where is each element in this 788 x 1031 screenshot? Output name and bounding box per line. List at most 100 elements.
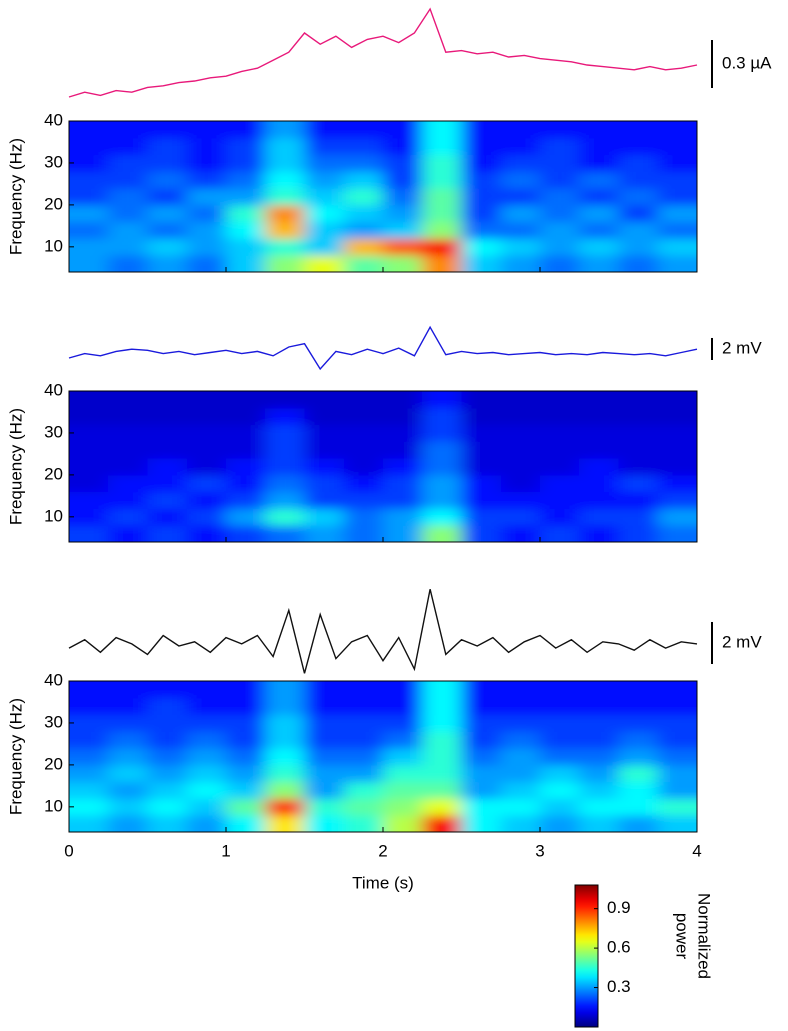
heatmap-cell bbox=[108, 441, 148, 459]
heatmap-cell bbox=[69, 525, 109, 542]
y-tick-label: 30 bbox=[44, 152, 63, 171]
heatmap-cell bbox=[422, 188, 462, 206]
heatmap-cell bbox=[540, 525, 580, 542]
heatmap-cell bbox=[422, 681, 462, 699]
heatmap-cell bbox=[500, 731, 541, 749]
heatmap-cell bbox=[579, 188, 619, 206]
heatmap-cell bbox=[618, 188, 659, 206]
heatmap-cell bbox=[343, 714, 384, 732]
heatmap-cell bbox=[422, 424, 462, 442]
heatmap-cell bbox=[383, 764, 423, 783]
heatmap-cell bbox=[500, 491, 541, 509]
heatmap-cell bbox=[108, 731, 148, 749]
heatmap-cell bbox=[265, 441, 305, 459]
y-axis-label: Frequency (Hz) bbox=[6, 138, 25, 255]
heatmap-cell bbox=[618, 748, 659, 766]
heatmap-cell bbox=[147, 441, 188, 459]
heatmap-cell bbox=[147, 238, 188, 256]
heatmap-cell bbox=[461, 171, 502, 189]
heatmap-cell bbox=[186, 188, 227, 206]
heatmap-cell bbox=[618, 714, 659, 732]
heatmap-cell bbox=[304, 474, 345, 493]
colorbar-label: power bbox=[673, 913, 692, 960]
heatmap-cell bbox=[579, 441, 619, 459]
heatmap-cell bbox=[579, 697, 619, 716]
heatmap-cell bbox=[108, 491, 148, 509]
heatmap-cell bbox=[461, 525, 502, 542]
heatmap-cell bbox=[108, 781, 148, 799]
y-tick-label: 30 bbox=[44, 422, 63, 441]
heatmap-cell bbox=[540, 137, 580, 156]
heatmap-cell bbox=[343, 508, 384, 526]
heatmap-cell bbox=[383, 815, 423, 832]
heatmap-cell bbox=[383, 681, 423, 699]
heatmap-cell bbox=[343, 764, 384, 783]
heatmap-cell bbox=[618, 697, 659, 716]
heatmap-cell bbox=[186, 407, 227, 426]
heatmap-cell bbox=[579, 238, 619, 256]
heatmap-cell bbox=[265, 815, 305, 832]
heatmap-cell bbox=[500, 154, 541, 172]
heatmap-cell bbox=[657, 391, 697, 409]
heatmap-cell bbox=[383, 238, 423, 256]
heatmap-cell bbox=[69, 424, 109, 442]
heatmap-cell bbox=[500, 815, 541, 832]
heatmap-cell bbox=[540, 781, 580, 799]
heatmap-cell bbox=[422, 815, 462, 832]
heatmap-cell bbox=[147, 731, 188, 749]
heatmap-cell bbox=[383, 731, 423, 749]
heatmap-cell bbox=[657, 137, 697, 156]
heatmap-cell bbox=[343, 815, 384, 832]
heatmap-cell bbox=[343, 204, 384, 223]
heatmap-cell bbox=[186, 681, 227, 699]
heatmap-cell bbox=[69, 238, 109, 256]
heatmap-cell bbox=[226, 407, 266, 426]
heatmap-cell bbox=[265, 731, 305, 749]
heatmap-cell bbox=[540, 491, 580, 509]
heatmap-cell bbox=[422, 441, 462, 459]
heatmap-cell bbox=[304, 391, 345, 409]
heatmap-cell bbox=[500, 121, 541, 139]
heatmap-cell bbox=[186, 255, 227, 272]
heatmap-cell bbox=[304, 714, 345, 732]
heatmap-cell bbox=[265, 508, 305, 526]
heatmap-cell bbox=[186, 474, 227, 493]
y-axis-label: Frequency (Hz) bbox=[6, 408, 25, 525]
heatmap-cell bbox=[69, 798, 109, 816]
heatmap-cell bbox=[265, 221, 305, 239]
heatmap-cell bbox=[108, 238, 148, 256]
heatmap-cell bbox=[461, 221, 502, 239]
heatmap-cell bbox=[108, 681, 148, 699]
heatmap-cell bbox=[461, 474, 502, 493]
heatmap-cell bbox=[383, 204, 423, 223]
heatmap-cell bbox=[147, 424, 188, 442]
heatmap-cell bbox=[383, 391, 423, 409]
heatmap-cell bbox=[579, 407, 619, 426]
y-tick-label: 10 bbox=[44, 506, 63, 525]
heatmap-cell bbox=[147, 697, 188, 716]
heatmap-cell bbox=[422, 255, 462, 272]
heatmap-cell bbox=[186, 525, 227, 542]
heatmap-cell bbox=[383, 714, 423, 732]
heatmap-cell bbox=[579, 171, 619, 189]
heatmap-cell bbox=[304, 764, 345, 783]
heatmap-cell bbox=[108, 154, 148, 172]
heatmap-cell bbox=[422, 798, 462, 816]
heatmap-cell bbox=[186, 441, 227, 459]
heatmap-cell bbox=[579, 731, 619, 749]
heatmap-cell bbox=[226, 764, 266, 783]
heatmap-cell bbox=[540, 714, 580, 732]
heatmap-cell bbox=[147, 748, 188, 766]
heatmap-cell bbox=[618, 391, 659, 409]
heatmap-cell bbox=[265, 781, 305, 799]
heatmap-cell bbox=[343, 491, 384, 509]
heatmap-cell bbox=[422, 458, 462, 476]
heatmap-cell bbox=[618, 441, 659, 459]
heatmap-cell bbox=[186, 748, 227, 766]
x-tick-label: 3 bbox=[535, 841, 544, 860]
heatmap-cell bbox=[422, 238, 462, 256]
heatmap-cell bbox=[422, 714, 462, 732]
heatmap-cell bbox=[461, 508, 502, 526]
heatmap-cell bbox=[186, 121, 227, 139]
heatmap-cell bbox=[226, 121, 266, 139]
